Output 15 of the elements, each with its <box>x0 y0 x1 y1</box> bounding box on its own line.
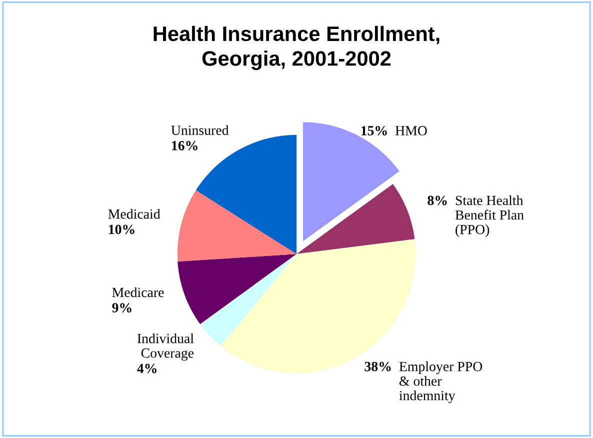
slice-label: Employer PPO & other indemnity <box>399 361 482 404</box>
slice-label: State Health Benefit Plan (PPO) <box>455 195 524 238</box>
slice-label: Medicaid <box>108 208 160 219</box>
data-label: 4% <box>137 364 156 374</box>
chart-title: Health Insurance Enrollment, Georgia, 2001-2002 <box>154 26 440 70</box>
data-label: 15% <box>361 126 387 136</box>
slice-label: Medicare <box>112 287 164 298</box>
data-label: 16% <box>172 140 198 150</box>
data-label: 9% <box>112 303 132 313</box>
data-label: 10% <box>108 224 134 234</box>
data-label: 38% <box>364 362 391 372</box>
slice-label: Individual Coverage <box>137 333 194 361</box>
slice-label: Uninsured <box>171 125 229 135</box>
data-label: 8% <box>428 196 447 206</box>
slice-label: HMO <box>395 126 427 136</box>
